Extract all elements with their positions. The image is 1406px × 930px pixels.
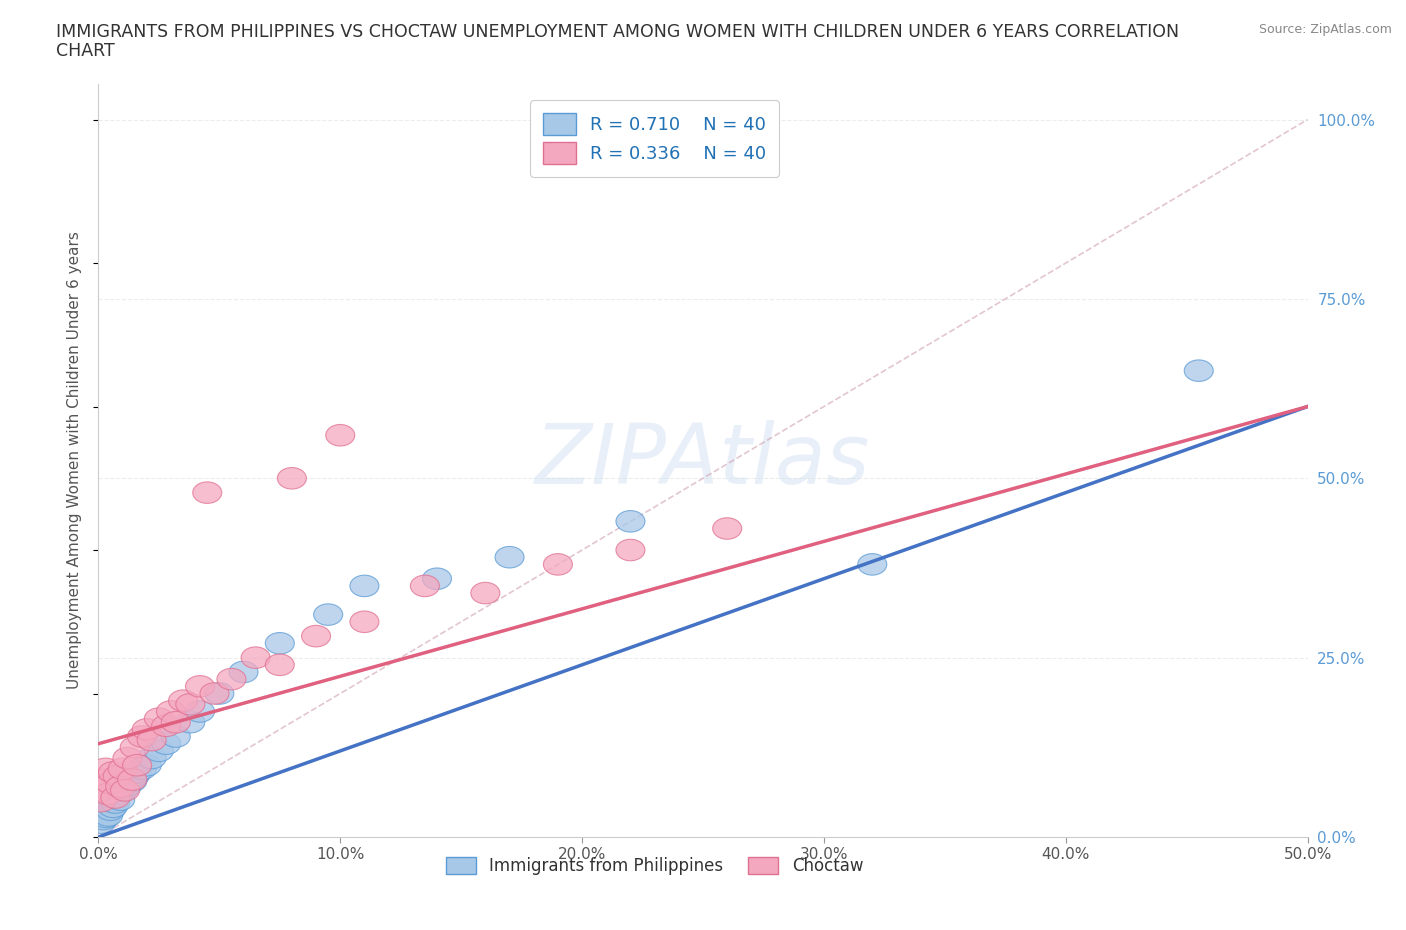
Ellipse shape bbox=[111, 777, 139, 799]
Ellipse shape bbox=[120, 737, 149, 758]
Ellipse shape bbox=[229, 661, 259, 683]
Ellipse shape bbox=[89, 769, 118, 790]
Ellipse shape bbox=[495, 547, 524, 568]
Ellipse shape bbox=[132, 719, 162, 740]
Ellipse shape bbox=[326, 424, 354, 446]
Ellipse shape bbox=[713, 518, 742, 539]
Ellipse shape bbox=[108, 773, 138, 794]
Ellipse shape bbox=[138, 729, 166, 751]
Ellipse shape bbox=[118, 770, 146, 791]
Ellipse shape bbox=[138, 748, 166, 769]
Ellipse shape bbox=[132, 754, 162, 776]
Ellipse shape bbox=[411, 575, 440, 597]
Ellipse shape bbox=[162, 711, 190, 733]
Ellipse shape bbox=[86, 779, 115, 801]
Ellipse shape bbox=[89, 798, 118, 819]
Ellipse shape bbox=[98, 787, 128, 808]
Ellipse shape bbox=[103, 765, 132, 787]
Ellipse shape bbox=[91, 758, 120, 779]
Y-axis label: Unemployment Among Women with Children Under 6 years: Unemployment Among Women with Children U… bbox=[67, 232, 83, 689]
Ellipse shape bbox=[350, 575, 380, 597]
Ellipse shape bbox=[543, 553, 572, 575]
Ellipse shape bbox=[200, 683, 229, 704]
Ellipse shape bbox=[94, 804, 122, 826]
Text: CHART: CHART bbox=[56, 42, 115, 60]
Ellipse shape bbox=[350, 611, 380, 632]
Ellipse shape bbox=[91, 794, 120, 816]
Ellipse shape bbox=[266, 654, 294, 675]
Ellipse shape bbox=[145, 740, 173, 762]
Ellipse shape bbox=[89, 808, 118, 830]
Ellipse shape bbox=[112, 775, 142, 796]
Ellipse shape bbox=[94, 783, 122, 804]
Ellipse shape bbox=[98, 796, 128, 817]
Ellipse shape bbox=[314, 604, 343, 625]
Ellipse shape bbox=[96, 799, 125, 820]
Ellipse shape bbox=[616, 539, 645, 561]
Text: IMMIGRANTS FROM PHILIPPINES VS CHOCTAW UNEMPLOYMENT AMONG WOMEN WITH CHILDREN UN: IMMIGRANTS FROM PHILIPPINES VS CHOCTAW U… bbox=[56, 23, 1180, 41]
Ellipse shape bbox=[471, 582, 501, 604]
Ellipse shape bbox=[616, 511, 645, 532]
Ellipse shape bbox=[169, 690, 198, 711]
Ellipse shape bbox=[162, 725, 190, 748]
Ellipse shape bbox=[108, 758, 138, 779]
Ellipse shape bbox=[176, 711, 205, 733]
Ellipse shape bbox=[858, 553, 887, 575]
Ellipse shape bbox=[145, 708, 173, 729]
Ellipse shape bbox=[122, 762, 152, 783]
Ellipse shape bbox=[91, 806, 120, 828]
Ellipse shape bbox=[112, 748, 142, 769]
Ellipse shape bbox=[86, 801, 115, 823]
Ellipse shape bbox=[186, 700, 215, 723]
Ellipse shape bbox=[105, 789, 135, 810]
Ellipse shape bbox=[152, 733, 180, 754]
Ellipse shape bbox=[96, 773, 125, 794]
Ellipse shape bbox=[156, 700, 186, 723]
Ellipse shape bbox=[103, 783, 132, 804]
Ellipse shape bbox=[266, 632, 294, 654]
Ellipse shape bbox=[277, 468, 307, 489]
Ellipse shape bbox=[176, 694, 205, 715]
Ellipse shape bbox=[240, 647, 270, 669]
Ellipse shape bbox=[105, 776, 135, 798]
Ellipse shape bbox=[193, 482, 222, 503]
Ellipse shape bbox=[115, 769, 145, 790]
Ellipse shape bbox=[217, 669, 246, 690]
Ellipse shape bbox=[96, 790, 125, 812]
Ellipse shape bbox=[1184, 360, 1213, 381]
Ellipse shape bbox=[152, 715, 180, 737]
Text: Source: ZipAtlas.com: Source: ZipAtlas.com bbox=[1258, 23, 1392, 36]
Ellipse shape bbox=[128, 758, 156, 779]
Ellipse shape bbox=[108, 779, 138, 801]
Ellipse shape bbox=[205, 683, 233, 704]
Ellipse shape bbox=[128, 725, 156, 748]
Ellipse shape bbox=[301, 625, 330, 647]
Ellipse shape bbox=[120, 765, 149, 787]
Text: ZIPAtlas: ZIPAtlas bbox=[536, 419, 870, 501]
Ellipse shape bbox=[186, 675, 215, 698]
Ellipse shape bbox=[101, 787, 129, 808]
Legend: Immigrants from Philippines, Choctaw: Immigrants from Philippines, Choctaw bbox=[439, 850, 870, 882]
Ellipse shape bbox=[86, 790, 115, 812]
Ellipse shape bbox=[122, 754, 152, 776]
Ellipse shape bbox=[118, 769, 146, 790]
Ellipse shape bbox=[101, 791, 129, 814]
Ellipse shape bbox=[98, 762, 128, 783]
Ellipse shape bbox=[111, 779, 139, 801]
Ellipse shape bbox=[422, 568, 451, 590]
Ellipse shape bbox=[86, 812, 115, 833]
